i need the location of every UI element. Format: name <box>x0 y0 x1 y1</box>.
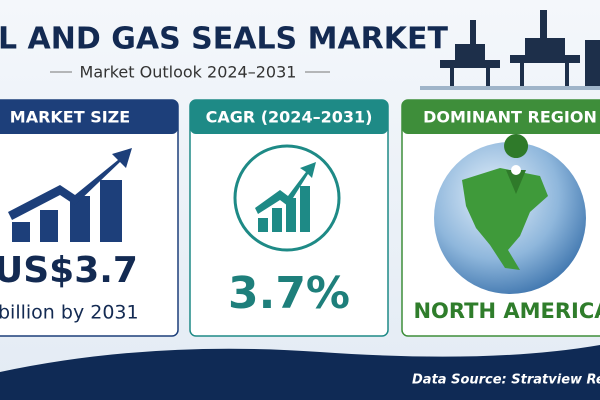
oil-rigs <box>420 10 600 90</box>
card-value: 3.7% <box>228 268 350 319</box>
icon-ring <box>233 144 341 252</box>
card-header <box>402 100 600 134</box>
growth-icon <box>255 162 316 232</box>
growth-icon <box>8 148 132 242</box>
pin-dot <box>511 165 521 175</box>
card-header <box>0 100 178 134</box>
card-heading: MARKET SIZE <box>10 108 130 127</box>
card-detail: billion by 2031 <box>0 302 139 324</box>
card-heading: DOMINANT REGION <box>423 108 597 127</box>
pin <box>504 134 529 194</box>
continent <box>462 168 548 270</box>
footer-wave <box>0 345 600 400</box>
card-value: US$3.7 <box>0 250 138 291</box>
card-heading: CAGR (2024–2031) <box>206 108 373 127</box>
subtitle: Market Outlook 2024–2031 <box>80 63 297 82</box>
title: L AND GAS SEALS MARKET <box>0 22 449 57</box>
card-value: NORTH AMERICA <box>413 299 600 323</box>
card-header <box>190 100 388 134</box>
footer-source: Data Source: Stratview Resea <box>412 373 600 388</box>
